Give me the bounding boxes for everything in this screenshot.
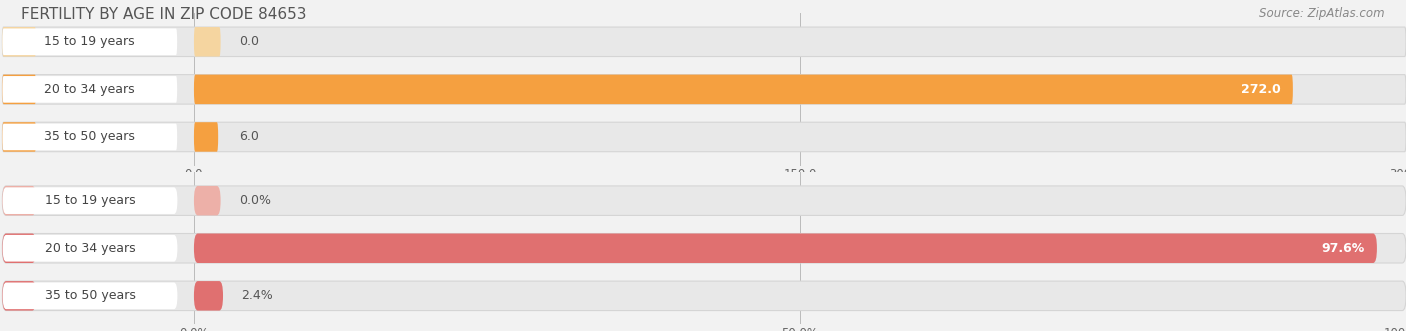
FancyBboxPatch shape xyxy=(3,27,37,57)
FancyBboxPatch shape xyxy=(3,76,177,103)
Text: 0.0: 0.0 xyxy=(239,35,259,48)
Text: FERTILITY BY AGE IN ZIP CODE 84653: FERTILITY BY AGE IN ZIP CODE 84653 xyxy=(21,7,307,22)
FancyBboxPatch shape xyxy=(194,122,218,152)
FancyBboxPatch shape xyxy=(194,233,1376,263)
Text: 15 to 19 years: 15 to 19 years xyxy=(45,35,135,48)
FancyBboxPatch shape xyxy=(3,281,1406,310)
Text: 97.6%: 97.6% xyxy=(1322,242,1365,255)
FancyBboxPatch shape xyxy=(3,233,1406,263)
FancyBboxPatch shape xyxy=(3,282,177,309)
Text: 272.0: 272.0 xyxy=(1241,83,1281,96)
FancyBboxPatch shape xyxy=(3,233,37,263)
Text: 0.0%: 0.0% xyxy=(239,194,271,207)
FancyBboxPatch shape xyxy=(194,74,1294,104)
Text: 20 to 34 years: 20 to 34 years xyxy=(45,83,135,96)
Text: 20 to 34 years: 20 to 34 years xyxy=(45,242,135,255)
FancyBboxPatch shape xyxy=(3,28,177,55)
FancyBboxPatch shape xyxy=(3,281,37,310)
FancyBboxPatch shape xyxy=(3,74,37,104)
Text: 2.4%: 2.4% xyxy=(242,289,273,302)
Text: 6.0: 6.0 xyxy=(239,130,259,143)
Text: 15 to 19 years: 15 to 19 years xyxy=(45,194,135,207)
FancyBboxPatch shape xyxy=(194,281,224,310)
FancyBboxPatch shape xyxy=(3,74,1406,104)
FancyBboxPatch shape xyxy=(194,27,221,57)
FancyBboxPatch shape xyxy=(3,187,177,214)
FancyBboxPatch shape xyxy=(3,27,1406,57)
FancyBboxPatch shape xyxy=(3,124,177,150)
FancyBboxPatch shape xyxy=(3,122,37,152)
Text: Source: ZipAtlas.com: Source: ZipAtlas.com xyxy=(1260,7,1385,20)
Text: 35 to 50 years: 35 to 50 years xyxy=(45,289,135,302)
FancyBboxPatch shape xyxy=(3,122,1406,152)
FancyBboxPatch shape xyxy=(3,186,1406,215)
FancyBboxPatch shape xyxy=(3,235,177,261)
FancyBboxPatch shape xyxy=(194,186,221,215)
Text: 35 to 50 years: 35 to 50 years xyxy=(45,130,135,143)
FancyBboxPatch shape xyxy=(3,186,37,215)
